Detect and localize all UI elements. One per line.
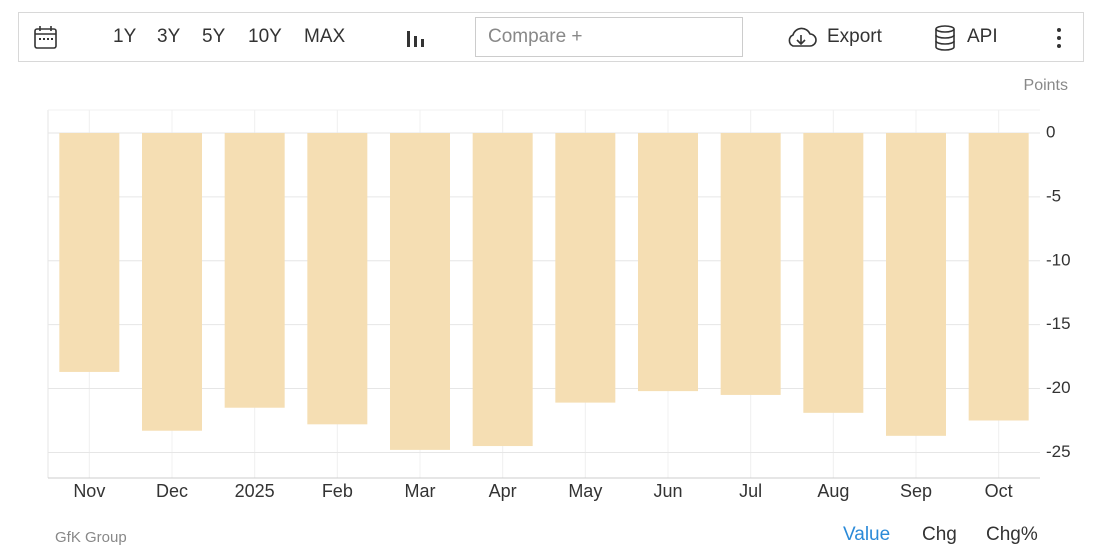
bar bbox=[307, 133, 368, 425]
x-tick-label: Jul bbox=[739, 481, 762, 501]
x-tick-label: Feb bbox=[322, 481, 353, 501]
x-tick-label: Sep bbox=[900, 481, 932, 501]
range-button[interactable]: 3Y bbox=[157, 26, 181, 47]
view-option[interactable]: Value bbox=[843, 524, 891, 545]
y-tick-label: -20 bbox=[1046, 378, 1071, 397]
chart-type-icon[interactable] bbox=[405, 27, 427, 49]
export-icon[interactable] bbox=[785, 25, 817, 51]
toolbar: 1Y 3Y 5Y 10Y MAX Compare + Export API bbox=[18, 12, 1084, 62]
bar bbox=[59, 133, 120, 372]
bar bbox=[142, 133, 202, 431]
y-tick-label: -15 bbox=[1046, 314, 1071, 333]
bar bbox=[390, 133, 450, 450]
bar bbox=[472, 133, 533, 447]
api-icon[interactable] bbox=[933, 24, 957, 52]
x-tick-label: Jun bbox=[653, 481, 682, 501]
x-tick-label: Aug bbox=[817, 481, 849, 501]
api-button[interactable]: API bbox=[967, 26, 998, 47]
compare-input[interactable]: Compare + bbox=[475, 17, 743, 57]
y-tick-label: -5 bbox=[1046, 186, 1061, 205]
range-button[interactable]: 5Y bbox=[202, 26, 226, 47]
bar bbox=[555, 133, 616, 403]
source-label: GfK Group bbox=[55, 529, 127, 546]
bar bbox=[224, 133, 285, 408]
y-tick-label: -25 bbox=[1046, 442, 1071, 461]
range-button[interactable]: 10Y bbox=[248, 26, 282, 47]
x-tick-label: Nov bbox=[73, 481, 105, 501]
bar bbox=[886, 133, 946, 436]
range-button[interactable]: MAX bbox=[304, 26, 346, 47]
y-tick-label: 0 bbox=[1046, 122, 1055, 141]
y-tick-label: -10 bbox=[1046, 250, 1071, 269]
range-button[interactable]: 1Y bbox=[113, 26, 137, 47]
x-tick-label: Dec bbox=[156, 481, 188, 501]
export-button[interactable]: Export bbox=[827, 26, 882, 47]
x-tick-label: Oct bbox=[985, 481, 1013, 501]
bar bbox=[968, 133, 1029, 421]
x-tick-label: May bbox=[568, 481, 602, 501]
x-tick-label: Mar bbox=[405, 481, 436, 501]
calendar-icon[interactable] bbox=[33, 25, 59, 51]
view-option[interactable]: Chg% bbox=[986, 524, 1038, 545]
bar bbox=[638, 133, 698, 392]
x-tick-label: Apr bbox=[489, 481, 517, 501]
view-option[interactable]: Chg bbox=[922, 524, 957, 545]
more-icon[interactable] bbox=[1051, 27, 1067, 49]
bar bbox=[803, 133, 864, 413]
x-tick-label: 2025 bbox=[235, 481, 275, 501]
bar bbox=[720, 133, 781, 395]
unit-label: Points bbox=[1024, 77, 1068, 94]
